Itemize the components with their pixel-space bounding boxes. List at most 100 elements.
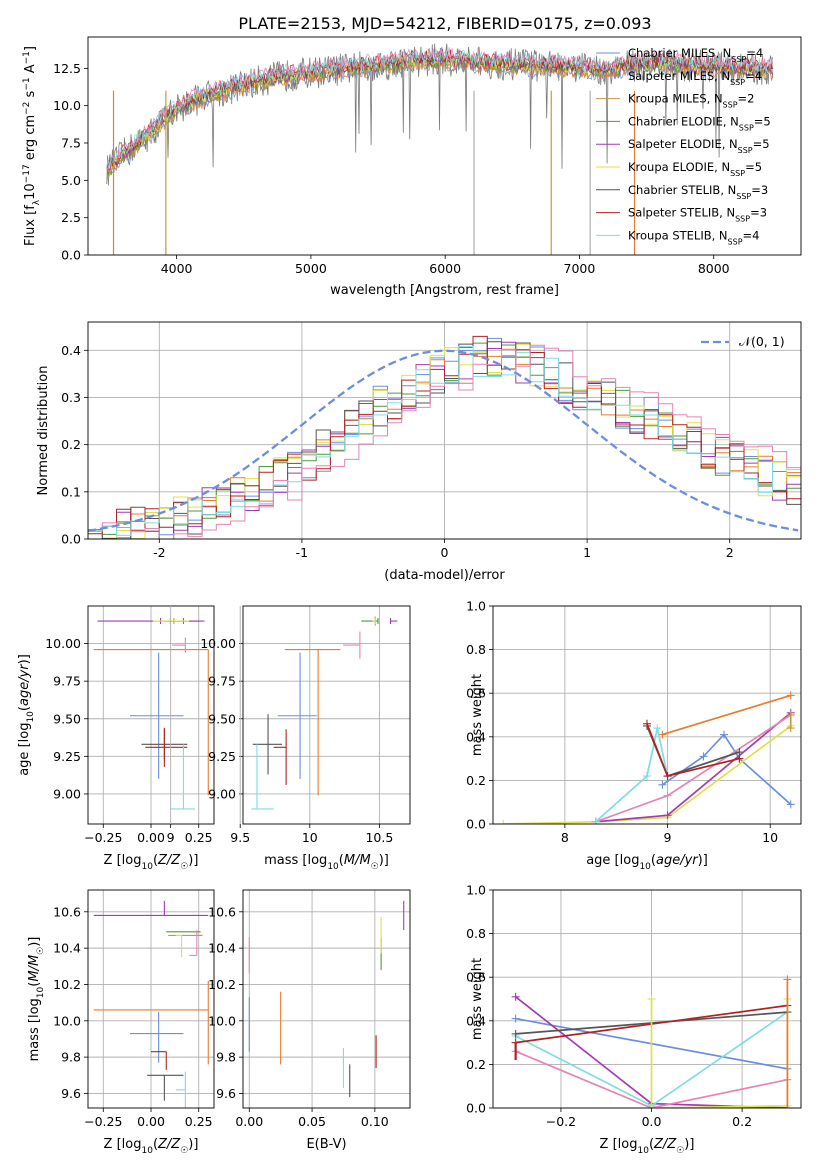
tick-label-y: 9.50 [53,711,81,726]
label-part: mass [log [264,853,327,868]
label-part: Z/Z [653,1137,677,1152]
tick-label-x: −0.25 [84,1114,122,1129]
panel-residuals: -2 -1 0 1 2 0.0 0.1 0.2 0.3 0.4 𝒩(0, 1) (data-model… [36,321,802,583]
tick-label-y: 12.5 [53,61,81,76]
legend-text: Salpeter MILES, N [628,69,730,83]
y-axis-label: Normed distribution [36,366,51,496]
tick-label-y: 9.6 [216,1086,236,1101]
tick-label-y: 0.2 [466,1057,486,1072]
x-axis-label: wavelength [Angstrom, rest frame] [330,283,559,298]
label-part: ] [23,46,38,51]
label-part: 10 [26,711,36,723]
tick-label-y: 10.6 [53,904,81,919]
tick-label-y: 9.50 [208,711,236,726]
label-part: ☉ [371,862,379,872]
tick-label-x: 2 [726,545,734,560]
tick-label-y: 10.0 [53,1013,81,1028]
histogram-series [88,344,801,539]
tick-label-x: 0.10 [361,1114,389,1129]
tick-label-x: 10 [762,830,778,845]
tick-label-y: 9.00 [53,786,81,801]
x-axis-label: Z [log10(Z/Z☉)] [104,853,199,872]
legend-tail: =4 [746,46,763,60]
legend-sub: SSP [731,55,746,64]
histogram-series [88,337,801,539]
legend-tail: =4 [745,69,762,83]
weight-series-line [662,694,791,736]
tick-label-x: 9.5 [230,830,250,845]
tick-label-y: 10.0 [208,1013,236,1028]
panel-age-vs-metallicity: −0.25 0.00 0.25 9.00 9.25 9.50 9.75 10.00 Z [log… [17,605,215,872]
panel-weight-vs-metallicity: −0.2 0.0 0.2 0.0 0.2 0.4 0.6 0.8 1.0 Z [log10(Z/Z… [466,883,802,1156]
tick-label-x: 0.05 [298,1114,326,1129]
label-part: )] [188,853,198,868]
label-part: )] [17,654,32,664]
legend-text: Kroupa MILES, N [628,92,723,106]
axes-frame [242,889,411,1109]
tick-label-y: 9.00 [208,786,236,801]
label-part: ( [153,853,158,868]
tick-label-y: 9.6 [61,1086,81,1101]
legend-sub: SSP [728,237,743,246]
tick-label-x: 0.0 [642,1114,662,1129]
weight-series-group [499,691,795,824]
errorbar-group [251,616,398,810]
legend-sub: SSP [739,123,754,132]
panel-age-vs-mass: 9.00 9.25 9.50 9.75 10.00 9 9.5 10 10.5 mass [log… [167,605,411,872]
label-part: 10 [23,183,38,200]
panel-spectrum: 4000 5000 6000 7000 8000 0.0 2.5 5.0 7.5 10.0 12.5… [22,36,802,298]
tick-label-x: 9 [664,830,672,845]
legend-sub: SSP [736,191,751,200]
label-part: )] [379,853,389,868]
legend-label: Salpeter STELIB, NSSP=3 [628,206,767,224]
tick-label-y: 0.0 [61,248,81,263]
tick-label-y: 9.25 [208,749,236,764]
weight-series-line [503,725,792,824]
y-axis-label: Flux [fλ10−17 erg cm−2 s−1 A−1] [22,46,42,246]
tick-label-y: 10.6 [208,904,236,919]
tick-label-y: 0.2 [466,773,486,788]
legend-label: Salpeter MILES, NSSP=4 [628,69,762,87]
tick-label-x: -1 [296,545,308,560]
label-part: erg cm [23,115,38,164]
legend-label: Chabrier ELODIE, NSSP=5 [628,114,771,131]
axes-frame [87,321,802,540]
label-part: Z/Z [157,853,181,868]
tick-label-y: 0.2 [61,437,81,452]
tick-label-x: 4000 [161,261,193,276]
tick-label-y: 2.5 [61,210,81,225]
label-part: ☉ [180,1146,188,1156]
tick-label-x: 0.2 [732,1114,752,1129]
errorbar-group [93,618,209,810]
tick-label-y: 0.0 [466,1101,486,1116]
label-part: ( [27,982,42,987]
tick-label-y: 7.5 [61,136,81,151]
tick-label-y: 0.4 [466,1013,486,1028]
legend-sub: SSP [730,169,745,178]
axes-frame [492,889,802,1109]
label-part: Z [log [600,1137,638,1152]
tick-label-y: 9.75 [208,674,236,689]
tick-label-x: 10.5 [365,830,393,845]
legend-label: Kroupa ELODIE, NSSP=5 [628,160,762,178]
label-part: 10 [141,862,153,872]
label-part: −2 [22,102,32,115]
histogram-group [88,335,801,539]
errorbar-group [248,900,405,1098]
tick-label-y: 1.0 [466,599,486,614]
x-axis-label: (data-model)/error [384,568,505,583]
label-part: M/M [344,853,371,868]
tick-label-x: −0.2 [546,1114,576,1129]
label-part: )] [188,1137,198,1152]
legend-tail: =5 [745,160,762,174]
tick-label-y: 10.2 [53,977,81,992]
y-axis-label: mass weight [470,674,485,756]
label-part: age/yr [17,663,32,706]
label-part: )] [684,1137,694,1152]
tick-label-x: 8000 [698,261,730,276]
spectrum-lines [106,43,774,255]
label-part: 10 [36,986,46,998]
label-part: M/M [27,955,42,982]
axes-frame [87,605,215,825]
